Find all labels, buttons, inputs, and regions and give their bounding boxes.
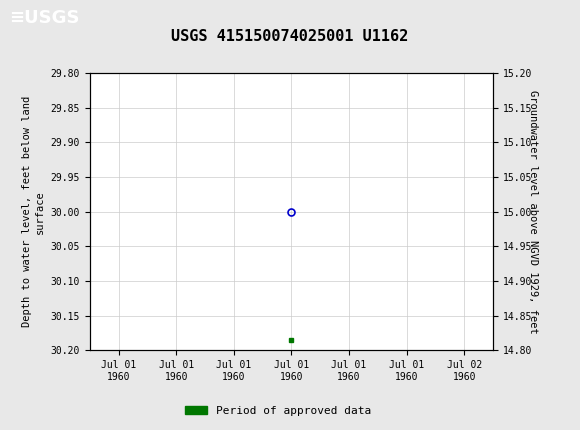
Legend: Period of approved data: Period of approved data [181, 401, 376, 420]
Y-axis label: Depth to water level, feet below land
surface: Depth to water level, feet below land su… [22, 96, 45, 327]
Text: USGS 415150074025001 U1162: USGS 415150074025001 U1162 [171, 29, 409, 44]
Text: ≡USGS: ≡USGS [9, 9, 79, 27]
Y-axis label: Groundwater level above NGVD 1929, feet: Groundwater level above NGVD 1929, feet [528, 90, 538, 334]
